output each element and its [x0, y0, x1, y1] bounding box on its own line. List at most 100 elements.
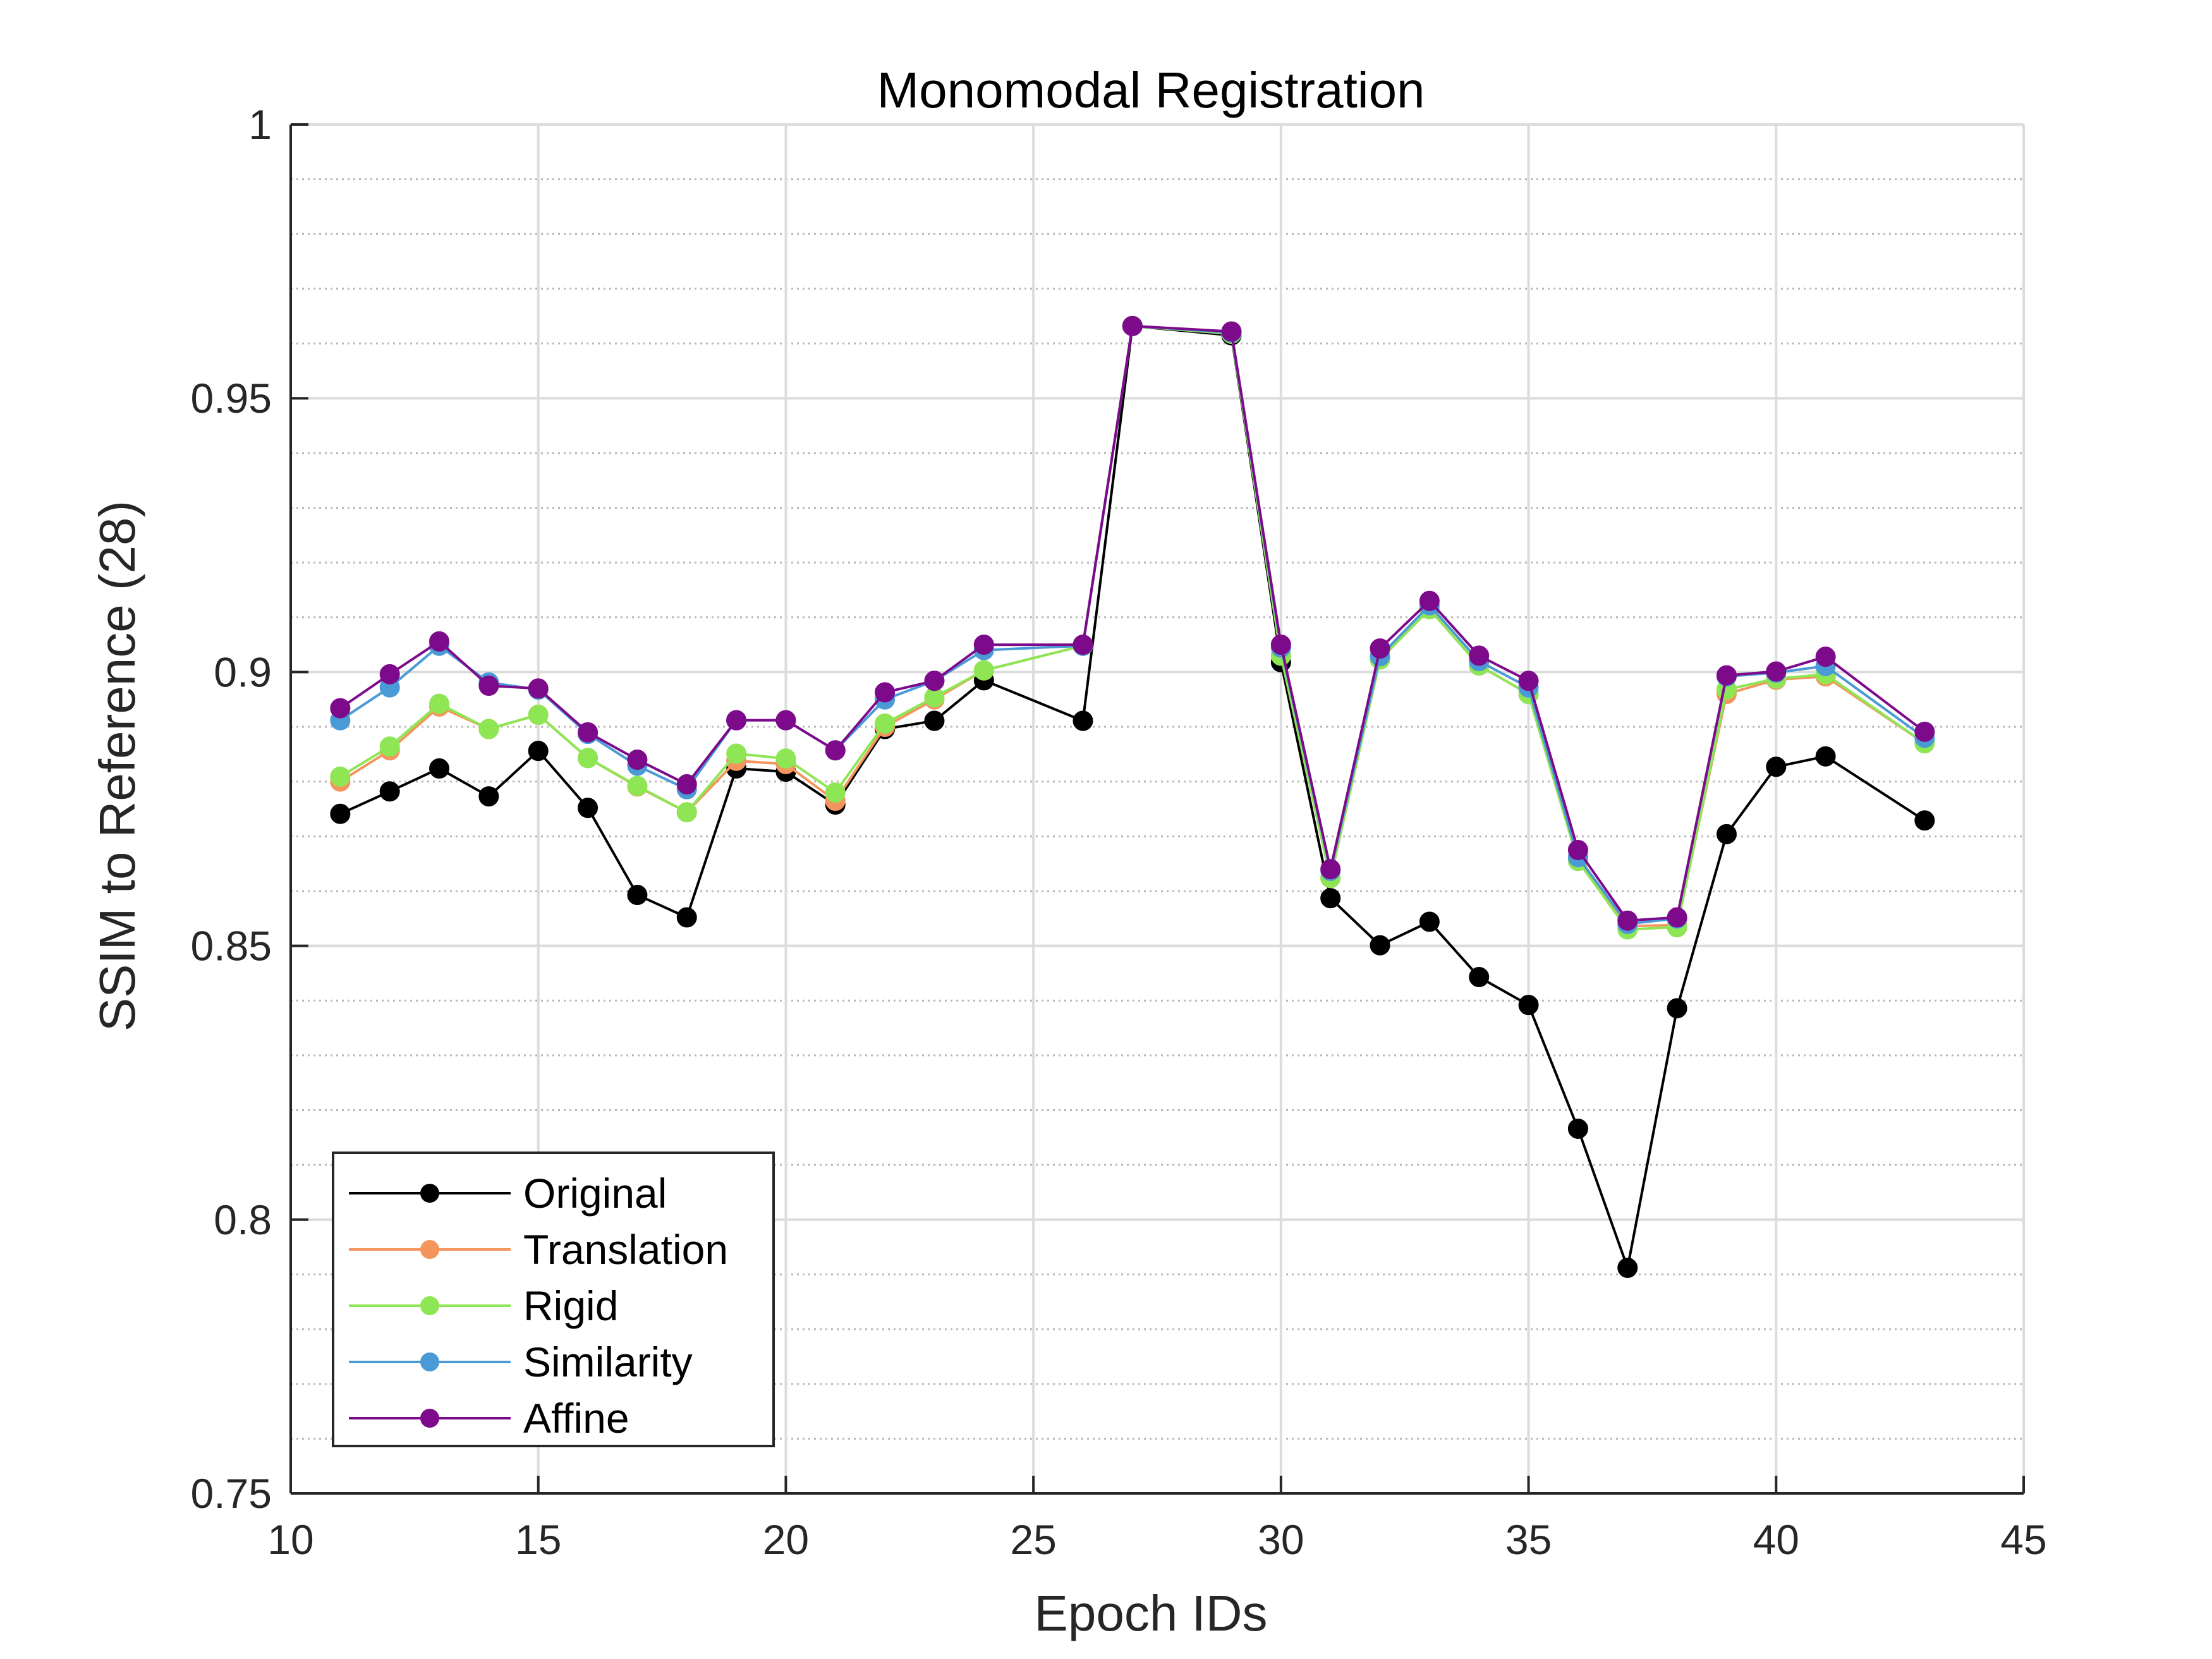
data-point	[1370, 638, 1390, 659]
data-point	[1766, 661, 1787, 682]
data-point	[429, 758, 450, 779]
x-axis-title: Epoch IDs	[1034, 1585, 1267, 1641]
axes	[289, 123, 2025, 1495]
data-point	[1518, 995, 1539, 1016]
x-tick-label: 15	[515, 1516, 561, 1563]
legend-entry-rigid: Rigid	[349, 1282, 618, 1329]
y-tick-labels: 0.75 0.8 0.85 0.9 0.95 1	[191, 101, 272, 1517]
data-point	[578, 748, 599, 769]
y-tick-label: 0.75	[191, 1470, 272, 1517]
legend-marker	[420, 1184, 439, 1203]
x-tick-label: 30	[1258, 1516, 1304, 1563]
data-point	[1617, 1258, 1638, 1279]
x-tick-label: 35	[1505, 1516, 1552, 1563]
data-point	[1469, 645, 1490, 666]
legend-entry-affine: Affine	[349, 1395, 629, 1442]
data-point	[676, 774, 697, 795]
legend-label: Original	[523, 1170, 667, 1217]
data-point	[379, 736, 400, 757]
series-line-original	[339, 324, 1926, 1273]
data-point	[924, 671, 945, 691]
x-tick-labels: 10 15 20 25 30 35 40 45	[267, 1516, 2046, 1563]
data-point	[1370, 935, 1390, 956]
data-point	[775, 710, 796, 731]
data-point	[478, 676, 499, 696]
data-point	[1567, 839, 1588, 860]
data-point	[1320, 859, 1341, 880]
data-point	[1567, 1118, 1588, 1139]
data-point	[1270, 635, 1291, 655]
data-point	[726, 743, 747, 764]
data-point	[478, 786, 499, 807]
data-point	[1667, 998, 1687, 1019]
y-axis-title: SSIM to Reference (28)	[89, 501, 145, 1031]
data-point	[924, 710, 945, 731]
data-point	[1221, 321, 1242, 342]
data-point	[1469, 966, 1490, 987]
chart-title: Monomodal Registration	[877, 62, 1425, 118]
data-point	[627, 775, 648, 796]
data-point	[429, 631, 450, 652]
data-point	[1716, 823, 1737, 844]
legend-label: Similarity	[523, 1339, 693, 1385]
data-point	[379, 664, 400, 684]
data-point	[429, 693, 450, 714]
legend-entry-similarity: Similarity	[349, 1339, 693, 1385]
x-tick-label: 25	[1010, 1516, 1056, 1563]
data-point	[1815, 746, 1836, 767]
legend-entry-translation: Translation	[349, 1226, 728, 1273]
data-point	[1617, 910, 1638, 931]
data-point	[330, 766, 351, 787]
data-point	[1815, 647, 1836, 667]
data-point	[1518, 671, 1539, 691]
data-point	[478, 719, 499, 739]
data-point	[1716, 665, 1737, 686]
legend-box	[332, 1152, 775, 1447]
data-point	[528, 704, 549, 725]
data-point	[973, 635, 994, 655]
data-point	[775, 748, 796, 769]
data-point	[726, 710, 747, 731]
x-tick-label: 10	[267, 1516, 313, 1563]
data-point	[528, 741, 549, 762]
y-tick-label: 0.9	[214, 648, 272, 695]
data-point	[825, 740, 846, 761]
data-point	[1766, 757, 1787, 777]
y-tick-label: 0.95	[191, 375, 272, 422]
legend-marker	[420, 1296, 439, 1315]
data-point	[379, 781, 400, 802]
y-tick-label: 0.8	[214, 1196, 272, 1243]
series-group	[330, 315, 1935, 1279]
legend-label: Affine	[523, 1395, 629, 1442]
data-point	[1073, 635, 1093, 655]
data-point	[825, 782, 846, 803]
data-point	[1914, 810, 1935, 831]
data-point	[1667, 907, 1687, 928]
data-point	[1914, 721, 1935, 742]
data-point	[578, 722, 599, 743]
y-tick-label: 1	[248, 101, 272, 148]
series-affine	[330, 315, 1935, 931]
data-point	[676, 802, 697, 823]
data-point	[1419, 590, 1440, 611]
legend: Original Translation Rigid Similarity Affine	[332, 1152, 775, 1447]
data-point	[1320, 888, 1341, 909]
data-point	[330, 698, 351, 719]
data-point	[973, 660, 994, 681]
legend-marker	[420, 1409, 439, 1428]
x-tick-label: 20	[763, 1516, 809, 1563]
x-tick-label: 40	[1753, 1516, 1799, 1563]
data-point	[875, 713, 896, 734]
data-point	[578, 798, 599, 818]
legend-label: Translation	[523, 1226, 728, 1273]
data-point	[330, 803, 351, 824]
data-point	[627, 750, 648, 770]
data-point	[627, 885, 648, 906]
data-point	[1122, 315, 1143, 336]
data-point	[875, 682, 896, 703]
data-point	[676, 907, 697, 928]
legend-label: Rigid	[523, 1282, 618, 1329]
data-point	[1419, 911, 1440, 932]
